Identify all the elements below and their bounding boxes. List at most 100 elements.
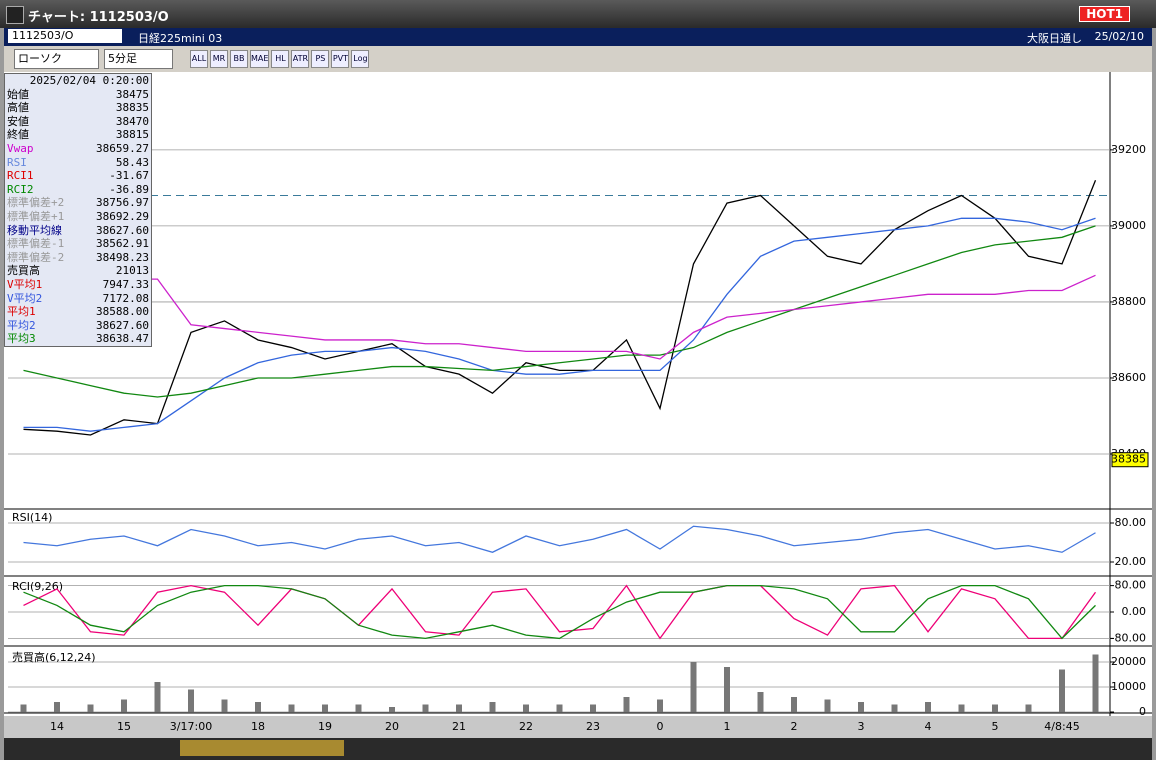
info-row: 標準偏差+1 38692.29 [5, 210, 151, 224]
info-row: 平均2 38627.60 [5, 319, 151, 333]
volume-bar [724, 667, 730, 712]
hot-badge[interactable]: HOT1 [1079, 6, 1130, 22]
scroll-thumb[interactable] [180, 740, 344, 756]
scrollbar[interactable] [4, 738, 1152, 760]
tool-button[interactable]: PVT [331, 50, 350, 68]
series-line [23, 274, 1096, 360]
volume-bar [891, 704, 898, 712]
volume-bar [858, 702, 864, 712]
y-tick-label: 20.00 [1115, 555, 1147, 568]
volume-bar [590, 704, 596, 712]
info-label: 売買高 [7, 264, 40, 278]
info-value: 38659.27 [96, 141, 149, 155]
info-row: 標準偏差-1 38562.91 [5, 237, 151, 251]
info-value: 38627.60 [96, 318, 149, 332]
info-label: 高値 [7, 101, 29, 115]
x-tick-label: 1 [724, 720, 731, 733]
info-label: V平均1 [7, 277, 43, 291]
tool-button[interactable]: MR [210, 50, 228, 68]
volume-bar [556, 704, 563, 712]
info-value: 38470 [115, 114, 149, 128]
y-tick-label: 20000 [1111, 655, 1146, 668]
title-bar: チャート: 1112503/O HOT1 [0, 0, 1156, 28]
toolbar-buttons: ALL MR BB MAE HL ATR PS PVT Log [190, 46, 371, 68]
info-value: 7947.33 [102, 277, 149, 291]
info-row: 安値 38470 [5, 115, 151, 129]
info-label: 平均2 [7, 318, 36, 332]
x-tick-label: 4 [925, 720, 932, 733]
volume-bar [154, 682, 161, 712]
volume-bar [54, 702, 60, 712]
info-value: 7172.08 [102, 291, 149, 305]
info-label: RSI [7, 155, 27, 169]
volume-bar [489, 702, 496, 712]
volume-bar [255, 702, 261, 712]
info-row: 標準偏差-2 38498.23 [5, 251, 151, 265]
tool-button[interactable]: PS [311, 50, 330, 68]
info-value: -36.89 [109, 182, 149, 196]
volume-bar [1092, 654, 1099, 712]
chart-bg [4, 72, 1152, 716]
tool-button[interactable]: MAE [250, 50, 270, 68]
interval-select[interactable]: 5分足 [104, 49, 173, 69]
x-tick-label: 0 [657, 720, 664, 733]
info-row: V平均1 7947.33 [5, 278, 151, 292]
symbol-code[interactable]: 1112503/O [8, 29, 122, 43]
y-tick-label: 80.00 [1115, 579, 1147, 592]
panel-title: 売買高(6,12,24) [12, 650, 96, 664]
tool-button[interactable]: Log [351, 50, 370, 68]
volume-bar [322, 704, 328, 712]
info-value: 38475 [115, 87, 149, 101]
info-value: 38835 [115, 101, 149, 115]
info-value: 58.43 [115, 155, 149, 169]
series-line [23, 525, 1096, 553]
y-tick-label: 38800 [1111, 295, 1146, 308]
panel-title: RCI(9,26) [12, 580, 63, 593]
info-label: 平均1 [7, 305, 36, 319]
x-tick-label: 14 [50, 720, 64, 733]
info-label: 平均3 [7, 332, 36, 346]
volume-bar [824, 699, 831, 712]
info-timestamp: 2025/02/04 0:20:00 [5, 74, 151, 88]
info-label: 標準偏差-2 [7, 250, 65, 264]
x-tick-label: 19 [318, 720, 332, 733]
x-tick-label: 3/17:00 [170, 720, 212, 733]
x-tick-label: 23 [586, 720, 600, 733]
series-line [23, 217, 1096, 432]
info-value: 21013 [115, 264, 149, 278]
info-value: 38562.91 [96, 237, 149, 251]
y-tick-label: 80.00 [1115, 516, 1147, 529]
info-row: RSI 58.43 [5, 156, 151, 170]
info-value: -31.67 [109, 169, 149, 183]
info-value: 38815 [115, 128, 149, 142]
x-tick-label: 20 [385, 720, 399, 733]
volume-bar [523, 704, 529, 712]
volume-bar [221, 699, 228, 712]
volume-bar [188, 689, 194, 712]
session: 大阪日通し [1027, 32, 1082, 45]
date: 25/02/10 [1094, 30, 1144, 43]
series-line [23, 584, 1096, 640]
volume-bar [288, 704, 295, 712]
y-tick-label: 0.00 [1122, 605, 1147, 618]
tool-button[interactable]: ATR [291, 50, 310, 68]
volume-bar [422, 704, 429, 712]
info-label: Vwap [7, 141, 34, 155]
chart-style-select[interactable]: ローソク [14, 49, 99, 69]
info-label: 標準偏差+1 [7, 209, 65, 223]
tool-button[interactable]: ALL [190, 50, 208, 68]
tool-button[interactable]: HL [271, 50, 290, 68]
volume-bar [958, 704, 965, 712]
info-row: 終値 38815 [5, 128, 151, 142]
chart-area: 38400386003880039000392003838514153/17:0… [4, 72, 1152, 760]
volume-bar [355, 704, 362, 712]
info-label: 始値 [7, 87, 29, 101]
volume-bar [389, 707, 395, 712]
volume-bar [1059, 669, 1065, 712]
price-marker-label: 38385 [1111, 453, 1146, 466]
x-tick-label: 22 [519, 720, 533, 733]
info-label: 安値 [7, 114, 29, 128]
tool-button[interactable]: BB [230, 50, 248, 68]
info-row: 移動平均線 38627.60 [5, 224, 151, 238]
